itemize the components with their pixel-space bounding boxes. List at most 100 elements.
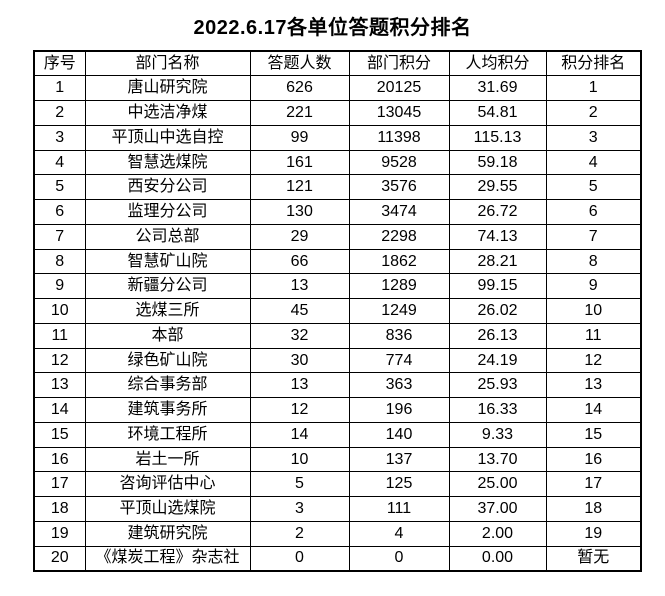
table-cell: 3 [545, 124, 642, 151]
table-cell: 智慧矿山院 [84, 248, 251, 275]
table-cell: 15 [545, 421, 642, 448]
column-header: 部门名称 [84, 50, 251, 77]
table-cell: 13 [33, 372, 86, 398]
table-cell: 19 [33, 520, 86, 547]
table-cell: 5 [545, 174, 642, 200]
table-row: 19 建筑研究院 2 4 2.00 19 [33, 520, 642, 547]
table-cell: 11398 [348, 124, 450, 151]
table-cell: 8 [33, 248, 86, 275]
table-cell: 14 [249, 421, 350, 448]
table-cell: 10 [33, 298, 86, 324]
table-cell: 1 [545, 75, 642, 101]
table-cell: 626 [249, 75, 350, 101]
table-cell: 16 [33, 446, 86, 473]
table-row: 10 选煤三所 45 1249 26.02 10 [33, 298, 642, 324]
table-cell: 综合事务部 [84, 372, 251, 398]
table-cell: 1862 [348, 248, 450, 275]
table-cell: 37.00 [448, 496, 547, 522]
table-row: 17 咨询评估中心 5 125 25.00 17 [33, 471, 642, 497]
table-cell: 28.21 [448, 248, 547, 275]
column-header: 部门积分 [348, 50, 450, 77]
table-cell: 25.00 [448, 471, 547, 497]
table-cell: 17 [33, 471, 86, 497]
table-cell: 西安分公司 [84, 174, 251, 200]
table-cell: 26.72 [448, 199, 547, 225]
table-cell: 30 [249, 347, 350, 374]
column-header: 答题人数 [249, 50, 350, 77]
table-cell: 4 [33, 149, 86, 176]
table-cell: 1 [33, 75, 86, 101]
table-cell: 12 [249, 397, 350, 423]
table-row: 18 平顶山选煤院 3 111 37.00 18 [33, 496, 642, 522]
table-cell: 19 [545, 520, 642, 547]
table-cell: 岩土一所 [84, 446, 251, 473]
table-row: 5 西安分公司 121 3576 29.55 5 [33, 174, 642, 200]
table-cell: 115.13 [448, 124, 547, 151]
table-cell: 建筑研究院 [84, 520, 251, 547]
table-cell: 16.33 [448, 397, 547, 423]
table-cell: 平顶山选煤院 [84, 496, 251, 522]
table-cell: 18 [33, 496, 86, 522]
table-cell: 监理分公司 [84, 199, 251, 225]
table-cell: 1289 [348, 273, 450, 299]
table-cell: 161 [249, 149, 350, 176]
table-row: 7 公司总部 29 2298 74.13 7 [33, 223, 642, 250]
table-cell: 3 [249, 496, 350, 522]
table-row: 14 建筑事务所 12 196 16.33 14 [33, 397, 642, 423]
table-cell: 2.00 [448, 520, 547, 547]
table-cell: 选煤三所 [84, 298, 251, 324]
table-cell: 836 [348, 322, 450, 349]
table-cell: 54.81 [448, 100, 547, 126]
table-cell: 363 [348, 372, 450, 398]
ranking-table: 序号 部门名称 答题人数 部门积分 人均积分 积分排名 1 唐山研究院 626 20125 31.… [33, 50, 642, 572]
table-cell: 5 [249, 471, 350, 497]
table-cell: 18 [545, 496, 642, 522]
table-cell: 29 [249, 223, 350, 250]
table-row: 2 中选洁净煤 221 13045 54.81 2 [33, 100, 642, 126]
table-cell: 中选洁净煤 [84, 100, 251, 126]
table-cell: 6 [33, 199, 86, 225]
table-cell: 26.02 [448, 298, 547, 324]
table-row: 15 环境工程所 14 140 9.33 15 [33, 421, 642, 448]
table-cell: 25.93 [448, 372, 547, 398]
table-row: 9 新疆分公司 13 1289 99.15 9 [33, 273, 642, 299]
table-cell: 7 [545, 223, 642, 250]
table-row: 1 唐山研究院 626 20125 31.69 1 [33, 75, 642, 101]
table-cell: 130 [249, 199, 350, 225]
table-cell: 99.15 [448, 273, 547, 299]
table-cell: 221 [249, 100, 350, 126]
table-cell: 智慧选煤院 [84, 149, 251, 176]
table-cell: 2 [545, 100, 642, 126]
table-cell: 9.33 [448, 421, 547, 448]
table-cell: 2 [249, 520, 350, 547]
table-cell: 1249 [348, 298, 450, 324]
table-cell: 74.13 [448, 223, 547, 250]
table-cell: 4 [545, 149, 642, 176]
table-cell: 13 [249, 273, 350, 299]
table-cell: 8 [545, 248, 642, 275]
column-header: 序号 [33, 50, 86, 77]
table-cell: 66 [249, 248, 350, 275]
table-cell: 140 [348, 421, 450, 448]
table-cell: 3576 [348, 174, 450, 200]
table-cell: 3474 [348, 199, 450, 225]
table-cell: 14 [545, 397, 642, 423]
table-cell: 《煤炭工程》杂志社 [84, 545, 251, 572]
table-cell: 新疆分公司 [84, 273, 251, 299]
table-cell: 13 [249, 372, 350, 398]
table-row: 6 监理分公司 130 3474 26.72 6 [33, 199, 642, 225]
table-cell: 15 [33, 421, 86, 448]
table-cell: 7 [33, 223, 86, 250]
table-cell: 29.55 [448, 174, 547, 200]
table-row: 13 综合事务部 13 363 25.93 13 [33, 372, 642, 398]
column-header: 积分排名 [545, 50, 642, 77]
table-row: 16 岩土一所 10 137 13.70 16 [33, 446, 642, 473]
table-cell: 0.00 [448, 545, 547, 572]
table-cell: 公司总部 [84, 223, 251, 250]
table-cell: 12 [33, 347, 86, 374]
table-cell: 0 [348, 545, 450, 572]
table-row: 11 本部 32 836 26.13 11 [33, 322, 642, 349]
table-row: 3 平顶山中选自控 99 11398 115.13 3 [33, 124, 642, 151]
table-cell: 9 [33, 273, 86, 299]
table-cell: 45 [249, 298, 350, 324]
